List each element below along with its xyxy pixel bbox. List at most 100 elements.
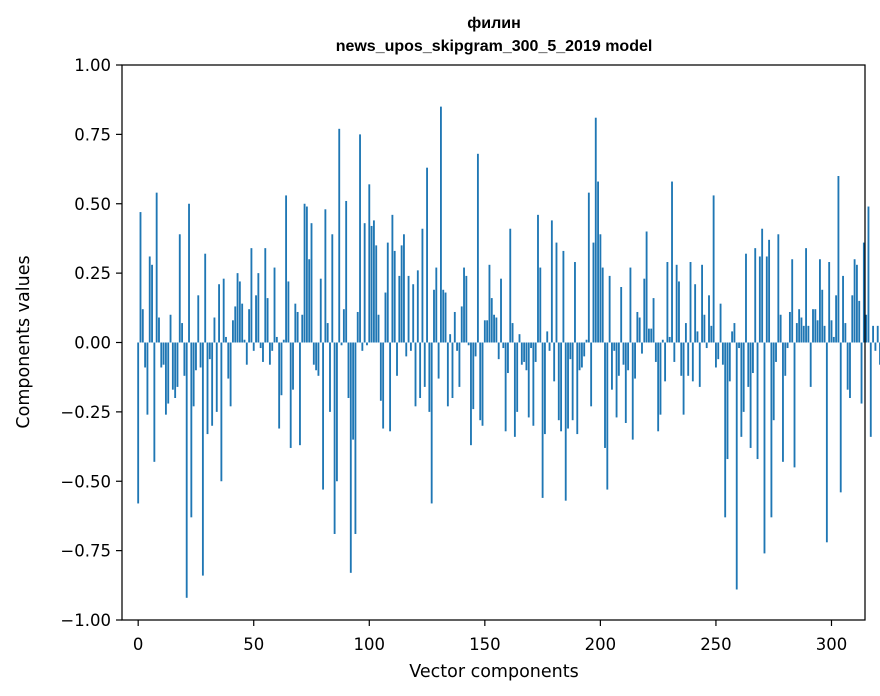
bar-component-131	[440, 106, 442, 343]
bar-component-72	[303, 203, 306, 343]
bar-component-171	[532, 342, 535, 426]
bar-component-49	[250, 248, 253, 343]
bar-component-2	[141, 309, 144, 343]
bar-component-305	[842, 275, 844, 343]
bar-component-277	[777, 234, 780, 343]
x-axis-ticks: 0 50 100 150 200 250 300	[133, 620, 847, 654]
bar-component-217	[638, 317, 641, 343]
x-tick-label: 200	[585, 635, 617, 654]
bar-component-258	[733, 323, 736, 343]
bar-component-269	[758, 256, 761, 343]
bar-component-74	[308, 259, 311, 343]
bar-component-272	[765, 256, 768, 343]
bar-component-152	[488, 264, 491, 343]
bar-component-154	[493, 314, 495, 343]
bar-component-54	[262, 342, 264, 362]
bar-component-145	[472, 342, 475, 410]
bar-component-169	[527, 342, 530, 418]
bar-component-186	[567, 342, 569, 429]
bar-component-280	[784, 342, 787, 376]
bar-component-285	[795, 323, 798, 343]
bar-component-231	[671, 181, 673, 343]
bar-component-111	[393, 250, 396, 343]
y-axis-ticks: −1.00 −0.75 −0.50 −0.25 0.00 0.25 0.50 0.75 1.00	[60, 56, 122, 630]
bar-component-266	[751, 342, 754, 374]
bar-component-211	[624, 342, 627, 423]
bar-component-234	[678, 281, 680, 343]
bar-component-279	[782, 342, 784, 462]
bar-component-273	[768, 239, 771, 343]
bar-component-189	[574, 262, 576, 343]
bar-component-77	[315, 342, 318, 371]
bar-component-181	[555, 242, 558, 343]
bar-component-124	[423, 342, 426, 387]
bar-component-153	[490, 298, 493, 343]
bar-component-7	[153, 342, 156, 462]
bar-component-159	[504, 342, 507, 432]
bar-component-13	[167, 342, 170, 404]
bar-component-265	[749, 342, 752, 448]
bar-component-86	[336, 342, 338, 482]
bar-component-109	[389, 342, 392, 432]
y-tick-label: 0.75	[74, 125, 111, 144]
bar-component-286	[798, 309, 801, 343]
bar-component-143	[467, 342, 470, 346]
bar-component-6	[151, 264, 153, 343]
bar-component-263	[745, 253, 747, 343]
bar-component-245	[703, 314, 706, 343]
bar-component-129	[435, 267, 438, 343]
bar-component-249	[712, 195, 715, 343]
bar-component-108	[386, 242, 389, 343]
bar-component-40	[229, 342, 232, 407]
bar-component-256	[728, 342, 731, 382]
bar-component-50	[252, 342, 255, 351]
bar-component-230	[668, 336, 671, 343]
chart-title-line-2: news_upos_skipgram_300_5_2019 model	[336, 38, 653, 55]
bar-component-141	[463, 267, 465, 343]
bar-component-302	[835, 295, 838, 343]
bar-component-99	[366, 342, 368, 346]
bar-component-308	[849, 342, 851, 398]
bar-component-27	[199, 342, 202, 368]
bar-component-240	[691, 342, 694, 382]
bar-component-162	[511, 323, 514, 343]
bar-component-16	[174, 342, 177, 398]
bar-component-193	[583, 342, 586, 357]
bar-component-136	[451, 342, 454, 398]
bar-component-8	[155, 192, 158, 343]
bar-component-228	[664, 342, 667, 382]
bar-component-173	[537, 214, 539, 343]
y-tick-label: 0.00	[74, 334, 111, 353]
bar-component-155	[495, 317, 498, 343]
bar-component-126	[428, 342, 431, 412]
bar-component-299	[828, 262, 831, 343]
bar-component-212	[627, 342, 630, 371]
bar-component-194	[585, 339, 588, 343]
bar-component-314	[862, 242, 865, 343]
bar-component-92	[349, 342, 352, 573]
bar-component-96	[359, 134, 361, 343]
bar-component-156	[497, 342, 500, 360]
bar-component-0	[137, 342, 140, 504]
bar-component-89	[342, 309, 345, 343]
bar-component-146	[474, 342, 477, 357]
bar-component-110	[391, 214, 394, 343]
bar-component-246	[705, 342, 708, 349]
bar-component-192	[580, 342, 583, 368]
bar-component-71	[301, 314, 304, 343]
bar-component-182	[557, 342, 560, 421]
bar-component-70	[299, 342, 301, 446]
bar-component-190	[576, 342, 579, 435]
y-tick-label: 0.50	[74, 195, 111, 214]
bar-component-160	[507, 342, 509, 374]
bar-component-268	[756, 342, 759, 460]
bar-component-65	[287, 281, 290, 343]
bar-component-184	[562, 250, 565, 343]
bar-component-297	[823, 325, 826, 343]
bar-component-135	[449, 334, 452, 343]
bar-component-259	[735, 342, 738, 590]
bar-component-295	[819, 259, 821, 343]
bar-component-4	[146, 342, 149, 415]
bar-component-175	[541, 342, 544, 498]
bar-component-62	[280, 342, 283, 396]
